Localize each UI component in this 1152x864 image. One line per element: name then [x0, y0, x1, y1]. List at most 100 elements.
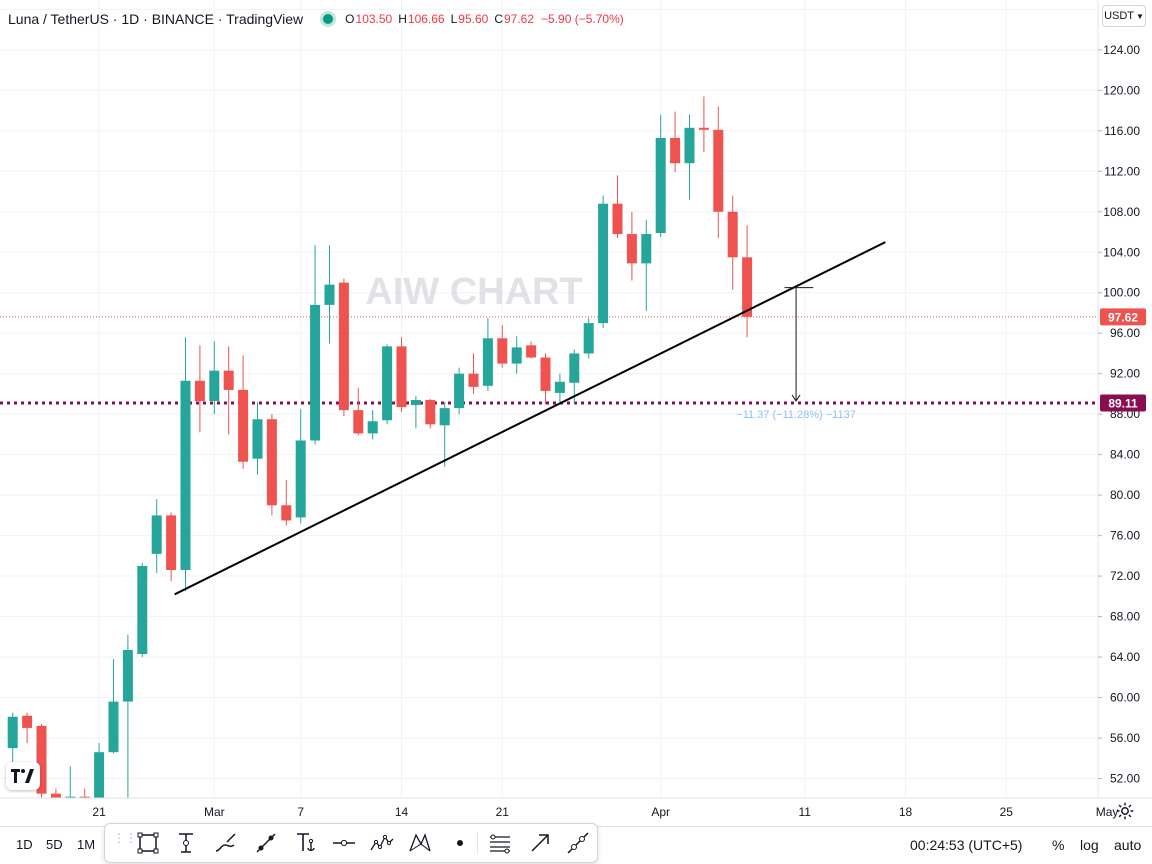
candle-body — [367, 421, 378, 434]
price-tick-label: 116.00 — [1104, 124, 1140, 138]
ohlc-high: H106.66 — [398, 12, 445, 26]
candle-body — [108, 701, 119, 753]
target-price-badge — [1100, 394, 1146, 412]
candle — [50, 788, 61, 798]
candle — [598, 195, 609, 329]
time-tick-label: 25 — [1000, 805, 1014, 819]
candle — [439, 402, 450, 467]
price-tick-label: 92.00 — [1110, 367, 1140, 381]
candle-body — [338, 282, 349, 411]
candle-body — [742, 257, 753, 317]
extended-line-icon[interactable] — [565, 830, 591, 856]
candle — [22, 712, 33, 744]
price-tick-label: 120.00 — [1103, 83, 1140, 97]
candle-body — [122, 649, 133, 702]
candle — [36, 723, 47, 798]
percent-scale-button[interactable]: % — [1052, 837, 1065, 853]
brush-icon[interactable] — [213, 830, 239, 856]
candle — [223, 346, 234, 435]
price-tick-label: 124.00 — [1103, 43, 1140, 57]
arrow-icon[interactable] — [527, 830, 553, 856]
candle — [583, 318, 594, 359]
auto-scale-button[interactable]: auto — [1114, 837, 1142, 853]
range-1m-button[interactable]: 1M — [77, 837, 96, 852]
drag-handle-icon[interactable]: ⋮⋮ — [113, 831, 137, 845]
price-tick-label: 68.00 — [1110, 610, 1140, 624]
candle-body — [439, 408, 450, 426]
price-tick-label: 80.00 — [1110, 488, 1140, 502]
candle — [641, 219, 652, 311]
candle-body — [310, 304, 321, 441]
ohlc-change: −5.90 (−5.70%) — [541, 12, 624, 26]
rectangle-icon[interactable] — [135, 830, 161, 856]
trend-line-icon[interactable] — [253, 830, 279, 856]
candle-body — [641, 234, 652, 264]
range-1d-button[interactable]: 1D — [16, 837, 33, 852]
price-range-measure: −11.37 (−11.28%) −1137 — [736, 287, 856, 421]
tradingview-logo-icon[interactable] — [6, 762, 40, 790]
gear-icon[interactable] — [1114, 800, 1136, 822]
candle — [194, 345, 205, 433]
candle — [266, 414, 277, 516]
candle — [137, 562, 148, 658]
time-tick-label: Mar — [204, 805, 225, 819]
anchored-text-icon[interactable] — [293, 830, 319, 856]
candle-body — [166, 515, 177, 571]
candle-series — [7, 96, 753, 798]
candle — [526, 341, 537, 359]
candle — [468, 353, 479, 394]
candle-body — [22, 715, 33, 728]
candle-body — [454, 373, 465, 409]
horizontal-ray-icon[interactable] — [331, 830, 357, 856]
price-tick-label: 52.00 — [1110, 772, 1140, 786]
candle-body — [281, 505, 292, 521]
candle — [238, 355, 249, 469]
candle — [554, 373, 565, 405]
candle-body — [194, 380, 205, 402]
price-tick-label: 60.00 — [1110, 691, 1140, 705]
candle — [626, 211, 637, 281]
timezone-clock[interactable]: 00:24:53 (UTC+5) — [910, 837, 1023, 853]
range-5d-button[interactable]: 5D — [46, 837, 63, 852]
candle — [742, 225, 753, 338]
candle-body — [223, 370, 234, 390]
candle-body — [410, 400, 421, 406]
candle — [65, 766, 76, 798]
price-chart[interactable]: AIW CHART −11.37 (−11.28%) −1137 52.00 56.0… — [0, 0, 1152, 826]
chart-grid — [0, 0, 1097, 798]
candle-body — [583, 323, 594, 354]
candle — [511, 336, 522, 374]
currency-selector[interactable]: USDT ▼ — [1102, 5, 1146, 27]
measure-arrow-icon — [791, 394, 801, 402]
candle-body — [238, 389, 249, 462]
price-tick-label: 108.00 — [1103, 205, 1140, 219]
candle-body — [497, 338, 508, 364]
candle-body — [684, 127, 695, 164]
candle — [655, 114, 666, 238]
candle — [612, 175, 623, 239]
candle-body — [612, 203, 623, 235]
xabcd-pattern-icon[interactable] — [407, 830, 433, 856]
price-axis: 52.00 56.00 60.00 64.00 68.00 72.00 76.00 80.00… — [1097, 0, 1146, 798]
elliott-wave-icon[interactable] — [369, 830, 395, 856]
candle-body — [526, 345, 537, 358]
fib-retracement-icon[interactable] — [487, 830, 513, 856]
candle — [410, 395, 421, 429]
price-tick-label: 76.00 — [1110, 529, 1140, 543]
candle-body — [266, 419, 277, 506]
candle-body — [151, 515, 162, 554]
dot-icon[interactable] — [447, 830, 473, 856]
candle — [122, 634, 133, 798]
candle-body — [396, 346, 407, 408]
candle — [396, 337, 407, 413]
log-scale-button[interactable]: log — [1080, 837, 1099, 853]
candle — [180, 337, 191, 592]
candle — [382, 344, 393, 425]
drawing-toolbar: ⋮⋮ — [104, 823, 598, 863]
vertical-line-icon[interactable] — [173, 830, 199, 856]
time-tick-label: Apr — [651, 805, 670, 819]
last-price-label: 97.62 — [1108, 310, 1138, 324]
symbol-title[interactable]: Luna / TetherUS · 1D · BINANCE · Trading… — [8, 11, 304, 27]
candle-body — [727, 211, 738, 258]
ohlc-low: L95.60 — [450, 12, 489, 26]
